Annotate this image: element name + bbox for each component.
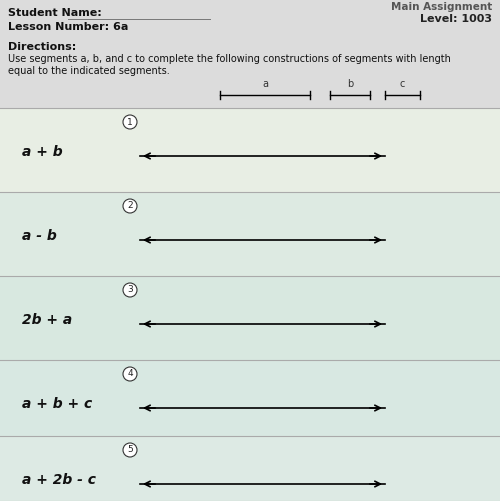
Text: Level: 1003: Level: 1003 (420, 14, 492, 24)
Text: Main Assignment: Main Assignment (391, 2, 492, 12)
Text: a + 2b - c: a + 2b - c (22, 473, 96, 487)
Text: Lesson Number: 6a: Lesson Number: 6a (8, 22, 128, 32)
Text: a: a (262, 79, 268, 89)
Text: c: c (400, 79, 405, 89)
Bar (0, 360, 500, 436)
Circle shape (123, 115, 137, 129)
Circle shape (123, 283, 137, 297)
Text: 1: 1 (127, 118, 133, 126)
Bar (0, 108, 500, 192)
Bar (0, 436, 500, 501)
Text: 3: 3 (127, 286, 133, 295)
Text: 4: 4 (127, 370, 133, 378)
Text: Student Name:: Student Name: (8, 8, 102, 18)
Text: 2b + a: 2b + a (22, 313, 72, 327)
Text: 5: 5 (127, 445, 133, 454)
Text: Use segments a, b, and c to complete the following constructions of segments wit: Use segments a, b, and c to complete the… (8, 54, 451, 76)
Text: 2: 2 (127, 201, 133, 210)
Circle shape (123, 443, 137, 457)
Circle shape (123, 199, 137, 213)
Bar (0, 276, 500, 360)
Bar (0, 0, 500, 108)
Text: b: b (347, 79, 353, 89)
Text: Directions:: Directions: (8, 42, 76, 52)
Circle shape (123, 367, 137, 381)
Bar (0, 192, 500, 276)
Text: a - b: a - b (22, 229, 57, 243)
Text: a + b + c: a + b + c (22, 397, 92, 411)
Text: a + b: a + b (22, 145, 62, 159)
